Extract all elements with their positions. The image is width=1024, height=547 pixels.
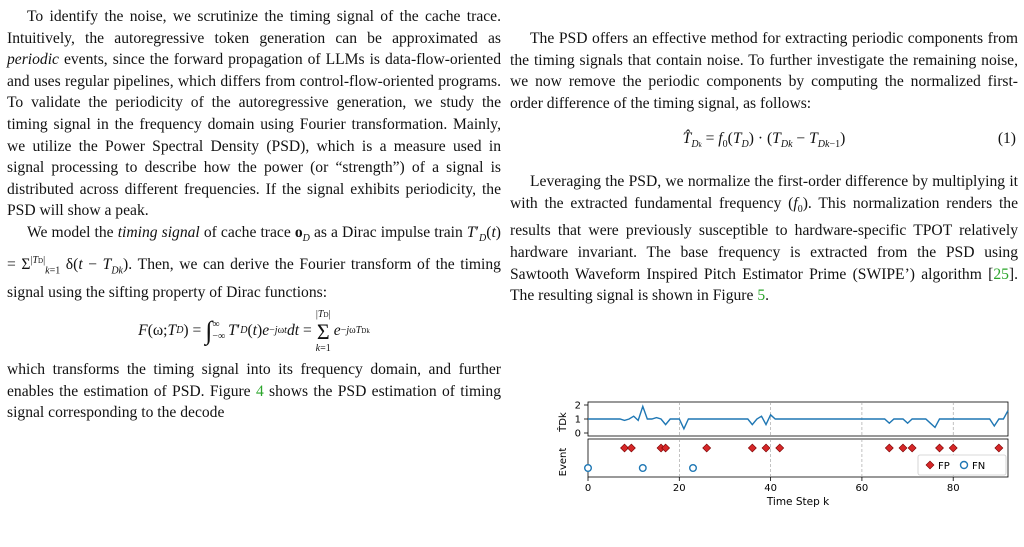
fp-legend-marker bbox=[925, 460, 935, 470]
fp-marker bbox=[747, 443, 757, 453]
fp-marker bbox=[661, 443, 671, 453]
fp-marker bbox=[994, 443, 1004, 453]
fn-marker bbox=[688, 463, 697, 472]
figure-5-link[interactable]: 5 bbox=[757, 287, 766, 305]
figure-5-chart: 0 20 40 60 80 0 1 2 T̂Dk Event Time Step k FP … bbox=[556, 401, 1009, 508]
fp-marker bbox=[935, 443, 944, 453]
td-series-line bbox=[588, 404, 1009, 431]
right-column: The PSD offers an effective method for e… bbox=[510, 28, 1018, 307]
fn-marker bbox=[638, 463, 647, 472]
bottom-panel-frame bbox=[587, 438, 1009, 478]
fp-marker bbox=[898, 443, 908, 453]
fp-marker bbox=[948, 443, 958, 453]
x-tick-label: 80 bbox=[947, 483, 960, 494]
fn-marker bbox=[584, 463, 593, 472]
left-paragraph-2: We model the timing signal of cache trac… bbox=[7, 223, 501, 301]
fn-legend-marker bbox=[959, 460, 969, 470]
difference-equation: T̂Dk = f0(TD) · (TDk − TDk−1) (1) bbox=[682, 130, 1016, 151]
equation-number: (1) bbox=[997, 130, 1016, 148]
left-paragraph-1: To identify the noise, we scrutinize the… bbox=[7, 8, 501, 220]
y-tick-label: 1 bbox=[575, 415, 581, 426]
y-tick-label: 2 bbox=[575, 401, 581, 412]
fp-marker bbox=[626, 443, 636, 453]
y-tick-label: 0 bbox=[575, 429, 581, 440]
x-tick-label: 40 bbox=[764, 483, 777, 494]
x-tick-label: 60 bbox=[856, 483, 869, 494]
x-tick-label: 20 bbox=[673, 483, 686, 494]
figure-5: 0 20 40 60 80 0 1 2 T̂Dk Event Time Step k FP … bbox=[552, 392, 1022, 542]
fp-marker bbox=[761, 443, 771, 453]
fp-marker bbox=[702, 443, 712, 453]
fp-marker bbox=[907, 443, 917, 453]
left-paragraph-3: which transforms the timing signal into … bbox=[7, 361, 502, 422]
x-axis-label: Time Step k bbox=[766, 496, 830, 508]
fp-legend-label: FP bbox=[938, 461, 950, 472]
fp-marker bbox=[884, 443, 894, 453]
x-tick-label: 0 bbox=[585, 483, 591, 494]
figure-4-link[interactable]: 4 bbox=[255, 382, 264, 400]
right-paragraph-2: Leveraging the PSD, we normalize the fir… bbox=[510, 173, 1019, 305]
legend: FP FN bbox=[917, 454, 1007, 476]
fn-legend-label: FN bbox=[972, 461, 985, 472]
top-ylabel: T̂Dk bbox=[556, 412, 569, 433]
right-paragraph-1: The PSD offers an effective method for e… bbox=[510, 30, 1018, 112]
reference-25-link[interactable]: 25 bbox=[993, 265, 1009, 283]
bottom-ylabel: Event bbox=[558, 448, 569, 477]
fp-marker bbox=[775, 443, 785, 453]
left-column: To identify the noise, we scrutinize the… bbox=[7, 6, 501, 424]
